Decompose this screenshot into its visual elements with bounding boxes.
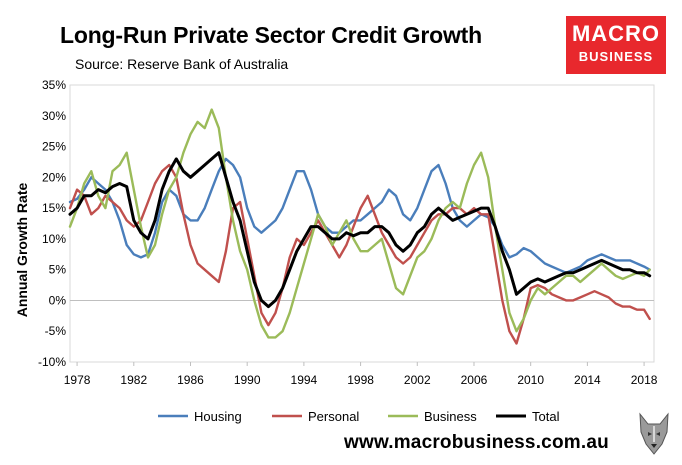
series-line-total xyxy=(68,151,652,309)
legend-label-total: Total xyxy=(532,409,560,424)
y-axis: -10% -5% 0% 5% 10% 15% 20% 25% 30% 35% xyxy=(38,78,66,369)
x-axis: 1978 1982 1986 1990 1994 1998 2002 2006 2010 2014… xyxy=(64,362,658,387)
series-line-personal xyxy=(68,163,651,345)
chart-title: Long-Run Private Sector Credit Growth xyxy=(60,22,482,48)
x-tick-label: 2006 xyxy=(461,373,488,387)
x-tick-label: 1986 xyxy=(177,373,204,387)
y-tick-label: 10% xyxy=(42,232,66,246)
x-tick-label: 1998 xyxy=(347,373,374,387)
y-tick-label: 35% xyxy=(42,78,66,92)
series-lines xyxy=(68,108,652,345)
x-tick-label: 1990 xyxy=(234,373,261,387)
y-tick-label: 5% xyxy=(49,263,67,277)
chart-subtitle: Source: Reserve Bank of Australia xyxy=(75,56,289,72)
x-tick-label: 1994 xyxy=(291,373,318,387)
wolf-mascot-icon xyxy=(639,412,669,455)
y-axis-title-container: Annual Growth Rate xyxy=(14,183,30,318)
y-tick-label: -10% xyxy=(38,355,66,369)
x-tick-label: 1982 xyxy=(120,373,147,387)
y-tick-label: -5% xyxy=(45,324,67,338)
y-axis-title: Annual Growth Rate xyxy=(14,183,30,318)
y-tick-label: 0% xyxy=(49,293,67,307)
legend-label-personal: Personal xyxy=(308,409,359,424)
footer-url: www.macrobusiness.com.au xyxy=(344,432,609,453)
logo-line-1: MACRO xyxy=(571,21,661,46)
x-tick-label: 2002 xyxy=(404,373,431,387)
legend-label-housing: Housing xyxy=(194,409,242,424)
x-tick-label: 2018 xyxy=(631,373,658,387)
series-line-business xyxy=(68,108,651,339)
macrobusiness-logo: MACRO BUSINESS xyxy=(566,16,666,74)
y-tick-label: 25% xyxy=(42,140,66,154)
x-tick-label: 2014 xyxy=(574,373,601,387)
y-tick-label: 20% xyxy=(42,170,66,184)
y-tick-label: 15% xyxy=(42,201,66,215)
x-tick-label: 2010 xyxy=(517,373,544,387)
legend-label-business: Business xyxy=(424,409,477,424)
legend: Housing Personal Business Total xyxy=(158,409,560,424)
x-tick-label: 1978 xyxy=(64,373,91,387)
logo-line-2: BUSINESS xyxy=(578,49,654,64)
y-tick-label: 30% xyxy=(42,109,66,123)
